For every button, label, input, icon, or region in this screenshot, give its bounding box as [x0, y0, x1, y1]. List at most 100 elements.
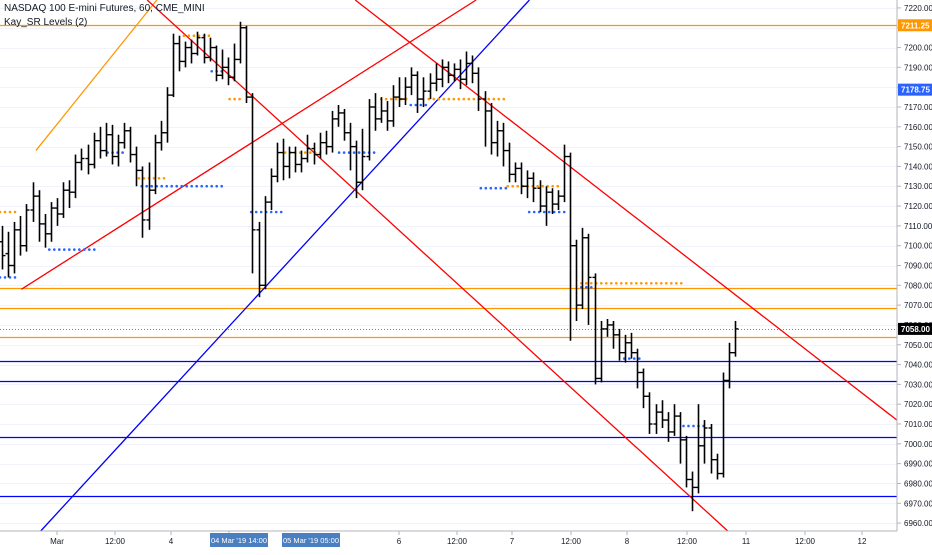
ohlc-bar [115, 134, 122, 167]
sr-dot-run [409, 103, 428, 107]
ohlc-bar [304, 134, 311, 163]
ohlc-bar [653, 404, 660, 434]
ohlc-bar [567, 152, 574, 341]
price-tick-label: 7100.00 [904, 242, 932, 251]
sr-dot [157, 177, 161, 180]
ohlc-bar [213, 45, 220, 82]
ohlc-bar [366, 99, 373, 161]
price-tick-label: 7010.00 [904, 420, 932, 429]
sr-dot [527, 210, 531, 214]
sr-dot [254, 210, 258, 214]
sr-dot [442, 97, 446, 101]
ohlc-bar [188, 39, 195, 64]
ohlc-bar [219, 49, 226, 80]
sr-dot [536, 184, 539, 188]
ohlc-bar [390, 85, 397, 127]
time-tick-label: 12:00 [105, 537, 126, 546]
ohlc-bar [610, 320, 617, 349]
sr-dot [665, 282, 668, 285]
time-tick-label: 12:00 [795, 537, 816, 546]
ohlc-bar [317, 132, 324, 159]
sr-dot [372, 151, 376, 154]
sr-dot [467, 97, 471, 101]
ohlc-bar [158, 120, 165, 151]
ohlc-bar [384, 101, 391, 131]
sr-dot [600, 282, 603, 285]
price-axis[interactable]: 7220.007210.007200.007190.007180.007170.… [897, 4, 932, 528]
ohlc-bar [506, 142, 513, 183]
sr-dot [605, 282, 608, 285]
sr-dot [640, 282, 643, 285]
sr-dot [145, 184, 148, 188]
ohlc-bar [720, 372, 727, 478]
sr-dot [452, 97, 456, 101]
price-badge-text: 7211.25 [901, 21, 930, 30]
ohlc-bar [298, 150, 305, 173]
ohlc-bar [427, 73, 434, 100]
ohlc-bar [537, 180, 544, 213]
sr-dot-run [48, 248, 96, 251]
sr-dot-run [479, 186, 508, 190]
ohlc-bar [701, 420, 708, 464]
ohlc-bar [598, 320, 605, 383]
sr-dot [660, 282, 663, 285]
ohlc-bar [585, 233, 592, 325]
ohlc-bar [402, 77, 409, 106]
sr-dot [279, 210, 283, 214]
sr-dot [220, 184, 223, 188]
price-badge: 7058.00 [898, 322, 932, 335]
ohlc-bar [262, 196, 269, 290]
ohlc-bar [292, 146, 299, 173]
sr-dot [182, 34, 186, 37]
ohlc-bar [182, 41, 189, 68]
sr-dot [88, 248, 91, 251]
time-tick-label: 12:00 [561, 537, 582, 546]
time-badge-bg [282, 533, 340, 547]
time-axis[interactable]: Mar12:00412:00612:00712:00812:001112:001… [50, 531, 867, 547]
sr-dot [675, 282, 678, 285]
ohlc-bar [256, 221, 263, 298]
ohlc-bar [518, 162, 525, 195]
ohlc-bar [463, 51, 470, 86]
ohlc-bar [488, 103, 495, 155]
sr-dot [238, 97, 241, 101]
sr-dot [283, 151, 287, 154]
price-badge-bg [898, 83, 932, 96]
sr-dot [650, 282, 653, 285]
sr-dot [0, 210, 2, 214]
sr-dot-run [623, 357, 641, 360]
time-tick-label: 4 [169, 537, 174, 546]
sr-dot [615, 282, 618, 285]
sr-dot [389, 97, 393, 101]
sr-levels-layer [0, 24, 897, 498]
ohlc-bar [677, 412, 684, 464]
time-tick-label: 12:00 [677, 537, 698, 546]
price-tick-label: 7170.00 [904, 103, 932, 112]
price-tick-label: 7110.00 [904, 222, 932, 231]
ohlc-bar [512, 162, 519, 183]
ohlc-bar [36, 190, 43, 242]
ohlc-bar [329, 110, 336, 153]
sr-dot [409, 103, 413, 107]
price-tick-label: 6990.00 [904, 460, 932, 469]
ohlc-bar [524, 170, 531, 199]
sr-dot [687, 424, 690, 428]
sr-dot [447, 97, 451, 101]
sr-dot [137, 177, 141, 180]
time-tick-label: 12:00 [447, 537, 468, 546]
ohlc-bar [60, 182, 67, 218]
ohlc-bar [176, 35, 183, 72]
symbol-title: NASDAQ 100 E-mini Futures, 60, CME_MINI [4, 3, 205, 14]
sr-dot [259, 210, 263, 214]
sr-dot [432, 97, 436, 101]
time-badge-text: 05 Mar '19 05:00 [283, 536, 339, 545]
ohlc-bar [54, 198, 61, 226]
sr-dot [590, 282, 593, 285]
sr-dot [557, 210, 561, 214]
sr-dot [625, 282, 628, 285]
time-badge: 05 Mar '19 05:00 [282, 533, 340, 547]
sr-dot [8, 276, 12, 279]
ohlc-bar [268, 168, 275, 211]
sr-dot [215, 184, 218, 188]
